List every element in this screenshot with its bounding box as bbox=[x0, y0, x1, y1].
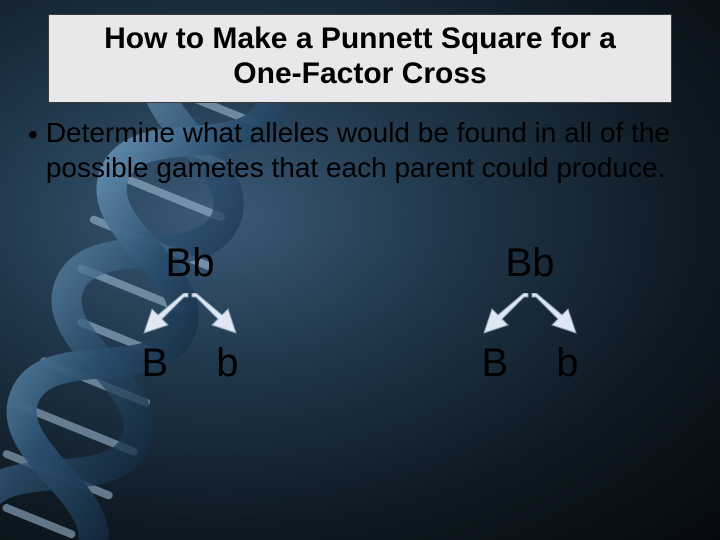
gamete-b: b bbox=[216, 343, 238, 383]
bullet-marker: • bbox=[28, 117, 38, 152]
gamete-b: b bbox=[556, 343, 578, 383]
bullet-row: • Determine what alleles would be found … bbox=[28, 115, 692, 185]
slide-title: How to Make a Punnett Square for a One-F… bbox=[67, 21, 653, 92]
parent-1-group: Bb B b bbox=[120, 243, 260, 383]
gamete-B: B bbox=[142, 343, 169, 383]
split-arrows-icon bbox=[130, 293, 250, 337]
title-box: How to Make a Punnett Square for a One-F… bbox=[48, 14, 672, 103]
allele-diagram: Bb B b Bb B b bbox=[0, 243, 720, 383]
parent-1-gametes: B b bbox=[142, 343, 239, 383]
parent-1-genotype: Bb bbox=[166, 243, 215, 283]
parent-2-genotype: Bb bbox=[506, 243, 555, 283]
gamete-B: B bbox=[482, 343, 509, 383]
split-arrows-icon bbox=[470, 293, 590, 337]
slide-content: How to Make a Punnett Square for a One-F… bbox=[0, 14, 720, 540]
parent-2-gametes: B b bbox=[482, 343, 579, 383]
parent-2-group: Bb B b bbox=[460, 243, 600, 383]
bullet-text: Determine what alleles would be found in… bbox=[46, 115, 692, 185]
